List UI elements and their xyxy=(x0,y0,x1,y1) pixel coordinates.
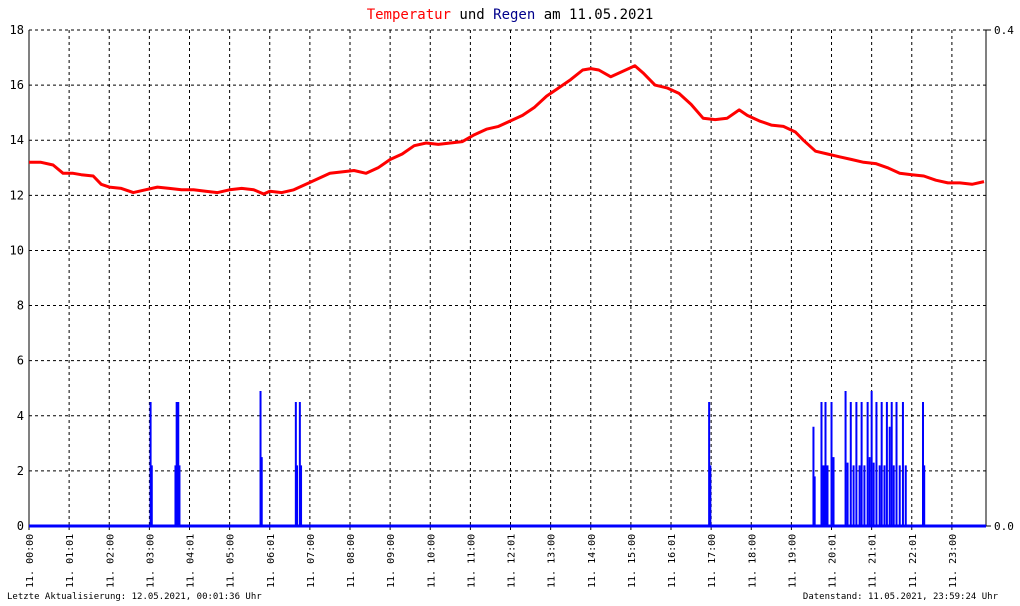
y-left-tick-label: 12 xyxy=(10,188,24,202)
y-left-tick-label: 4 xyxy=(17,409,24,423)
tick-labels: 0 2 4 6 8 10 12 14 16 18 11. 00:00 11. 01:01 11. 02:… xyxy=(10,23,1015,588)
title-regen: Regen xyxy=(493,7,535,23)
x-tick-label: 11. 03:00 xyxy=(145,534,156,588)
x-tick-label: 11. 15:00 xyxy=(627,534,638,588)
y-left-tick-label: 16 xyxy=(10,78,24,92)
title-temperatur: Temperatur xyxy=(367,7,451,23)
x-tick-label: 11. 21:01 xyxy=(868,534,879,588)
x-tick-label: 11. 04:01 xyxy=(186,534,197,588)
temperature-line xyxy=(29,64,985,196)
x-tick-label: 11. 16:01 xyxy=(667,534,678,588)
x-tick-label: 11. 10:00 xyxy=(426,534,437,588)
x-tick-label: 11. 00:00 xyxy=(25,534,36,588)
x-tick-label: 11. 17:00 xyxy=(707,534,718,588)
x-tick-label: 11. 23:00 xyxy=(948,534,959,588)
x-tick-label: 11. 14:00 xyxy=(587,534,598,588)
y-left-tick-label: 0 xyxy=(17,519,24,533)
x-tick-label: 11. 11:00 xyxy=(466,534,477,588)
y-left-tick-label: 6 xyxy=(17,354,24,368)
x-tick-label: 11. 12:01 xyxy=(507,534,518,588)
x-tick-label: 11. 05:00 xyxy=(226,534,237,588)
rain-series xyxy=(29,390,986,528)
x-tick-label: 11. 08:00 xyxy=(346,534,357,588)
footer-last-update: Letzte Aktualisierung: 12.05.2021, 00:01… xyxy=(7,592,262,602)
y-right-tick-label: 0.4 xyxy=(994,24,1014,37)
title-date: am 11.05.2021 xyxy=(535,7,653,23)
x-tick-label: 11. 07:00 xyxy=(306,534,317,588)
y-left-tick-label: 18 xyxy=(10,23,24,37)
y-right-tick-label: 0.0 xyxy=(994,520,1014,533)
x-tick-label: 11. 18:00 xyxy=(747,534,758,588)
x-tick-label: 11. 13:00 xyxy=(547,534,558,588)
y-left-tick-label: 8 xyxy=(17,299,24,313)
x-tick-label: 11. 06:01 xyxy=(266,534,277,588)
axes xyxy=(28,29,991,530)
y-left-tick-label: 14 xyxy=(10,133,24,147)
temperature-series xyxy=(29,64,985,196)
x-tick-label: 11. 20:01 xyxy=(828,534,839,588)
x-tick-label: 11. 09:00 xyxy=(386,534,397,588)
x-tick-label: 11. 01:01 xyxy=(65,534,76,588)
chart-title: Temperatur und Regen am 11.05.2021 xyxy=(367,7,654,23)
title-und: und xyxy=(451,7,493,23)
x-tick-label: 11. 22:01 xyxy=(908,534,919,588)
x-tick-label: 11. 02:00 xyxy=(105,534,116,588)
grid xyxy=(29,29,986,526)
y-left-tick-label: 2 xyxy=(17,464,24,478)
footer-data-status: Datenstand: 11.05.2021, 23:59:24 Uhr xyxy=(802,592,998,602)
x-tick-label: 11. 19:00 xyxy=(787,534,798,588)
y-left-tick-label: 10 xyxy=(10,243,24,257)
